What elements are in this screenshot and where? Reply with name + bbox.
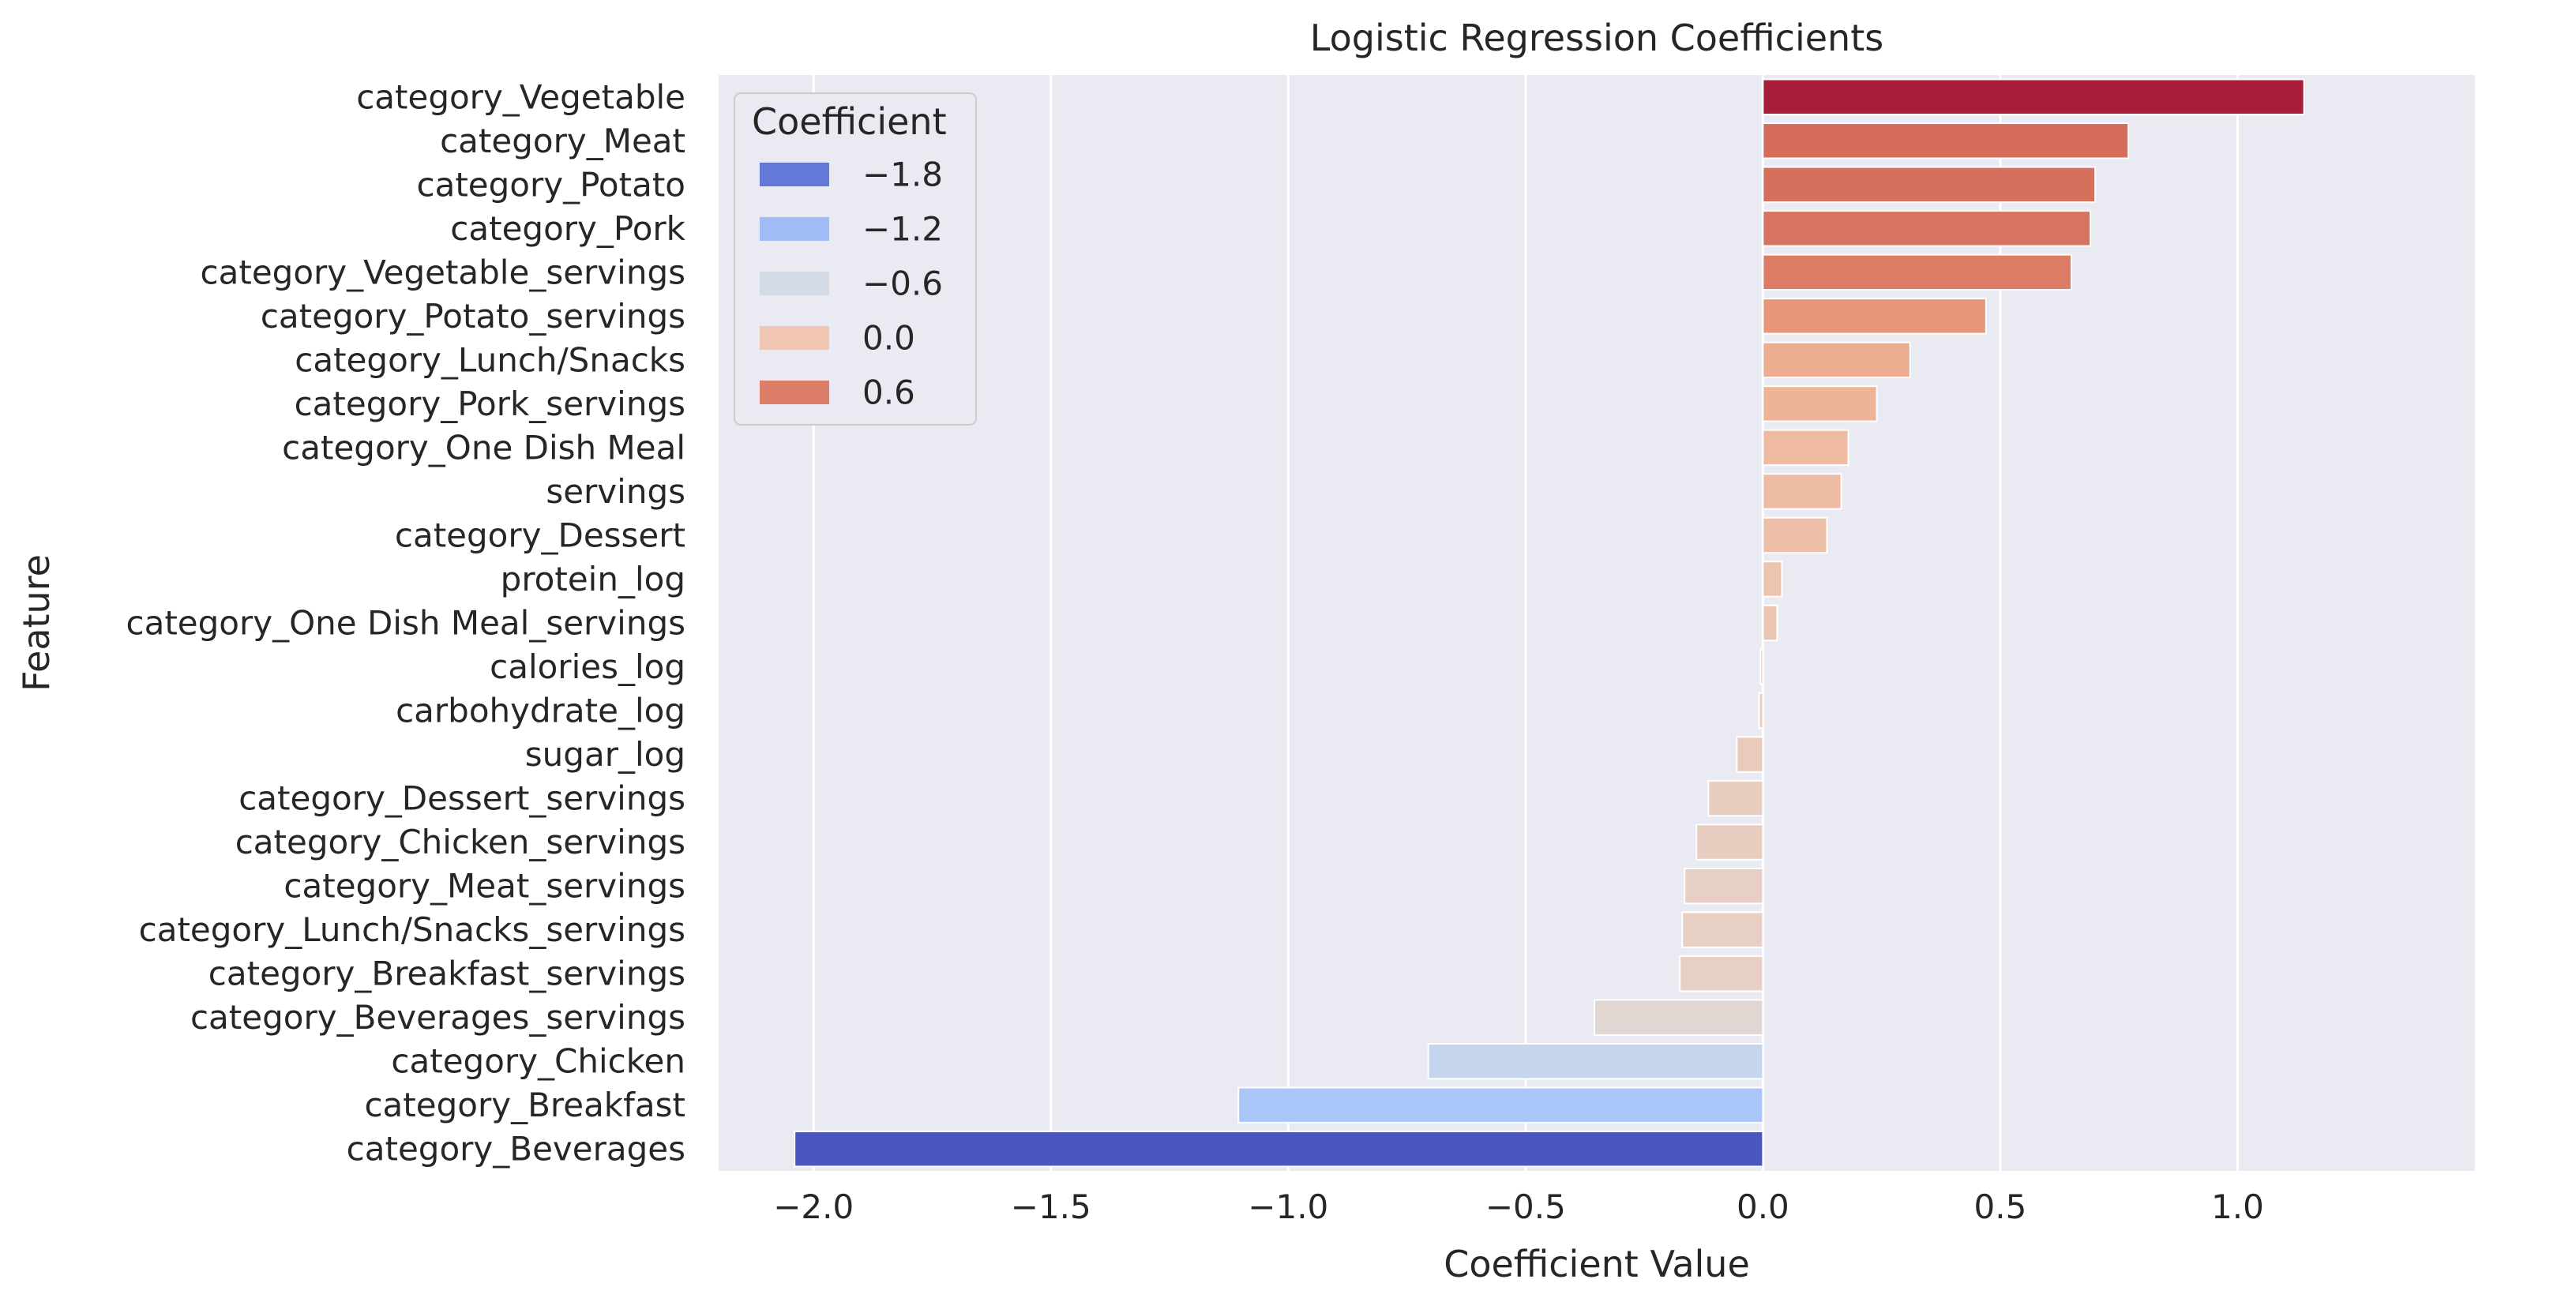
- x-tick-labels: −2.0 −1.5 −1.0 −0.5 0.0 0.5 1.0: [773, 1187, 2264, 1226]
- bar: [1762, 516, 1828, 554]
- bar: [1681, 911, 1764, 948]
- legend-label: −1.8: [862, 156, 943, 194]
- y-tick-label: category_Chicken: [391, 1042, 685, 1081]
- x-tick-label: 0.5: [1974, 1187, 2027, 1226]
- x-tick-label: 1.0: [2211, 1187, 2264, 1226]
- bar: [1695, 823, 1764, 861]
- y-tick-label: category_Pork: [450, 209, 685, 248]
- y-tick-label: category_Meat_servings: [284, 867, 685, 906]
- bar: [1762, 341, 1911, 379]
- legend-swatch: [760, 381, 829, 404]
- legend-label: −1.2: [862, 210, 943, 249]
- y-tick-label: category_Beverages_servings: [190, 998, 685, 1037]
- legend-label: −0.6: [862, 264, 943, 303]
- bar: [1762, 604, 1778, 642]
- bar: [1707, 779, 1764, 817]
- bar: [1762, 210, 2092, 247]
- legend-swatch: [760, 272, 829, 295]
- bar: [1762, 122, 2130, 159]
- bar: [1762, 253, 2073, 291]
- bar: [1679, 955, 1764, 992]
- bar: [1758, 692, 1764, 730]
- legend-title: Coefficient: [752, 100, 947, 143]
- y-tick-label: protein_log: [501, 560, 685, 598]
- bar: [794, 1131, 1764, 1168]
- plot-area: [719, 75, 2475, 1171]
- y-tick-label: category_Dessert_servings: [238, 779, 685, 818]
- bar: [1762, 561, 1783, 598]
- y-tick-label: category_Potato_servings: [261, 297, 685, 336]
- y-tick-label: category_One Dish Meal_servings: [126, 604, 685, 643]
- bar: [1736, 736, 1764, 773]
- x-axis-title: Coefficient Value: [1444, 1243, 1750, 1285]
- x-tick-label: −1.5: [1011, 1187, 1091, 1226]
- y-tick-label: calories_log: [490, 647, 685, 686]
- legend-label: 0.6: [862, 373, 915, 412]
- legend-swatch: [760, 217, 829, 241]
- legend-entries: −1.8 −1.2 −0.6 0.0 0.6: [760, 156, 943, 412]
- y-tick-label: category_Breakfast: [364, 1086, 685, 1124]
- y-tick-label: carbohydrate_log: [396, 692, 685, 730]
- y-tick-label: category_Chicken_servings: [235, 823, 685, 861]
- bar: [1762, 473, 1842, 510]
- y-tick-label: category_Beverages: [347, 1130, 685, 1169]
- y-tick-label: category_Vegetable: [356, 77, 685, 116]
- y-tick-label: category_Meat: [440, 122, 685, 160]
- bar: [1593, 999, 1764, 1036]
- bars: [794, 78, 2305, 1168]
- legend-box: [734, 92, 977, 426]
- bar: [1237, 1086, 1764, 1124]
- bar: [1762, 298, 1987, 335]
- y-tick-labels: category_Vegetable category_Meat category_…: [126, 77, 685, 1168]
- y-tick-label: sugar_log: [525, 735, 685, 774]
- y-tick-label: servings: [546, 472, 685, 511]
- x-tick-label: −1.0: [1248, 1187, 1328, 1226]
- bar: [1427, 1042, 1764, 1080]
- y-tick-label: category_Lunch/Snacks: [295, 340, 685, 379]
- y-axis-title: Feature: [15, 554, 58, 692]
- y-tick-label: category_Pork_servings: [295, 385, 685, 423]
- bar: [1759, 648, 1764, 685]
- y-tick-label: category_One Dish Meal: [282, 428, 685, 467]
- x-tick-label: −0.5: [1485, 1187, 1566, 1226]
- bar: [1762, 429, 1849, 467]
- legend-label: 0.0: [862, 319, 915, 358]
- y-tick-label: category_Potato: [416, 165, 685, 204]
- legend-swatch: [760, 163, 829, 186]
- x-tick-label: 0.0: [1737, 1187, 1789, 1226]
- y-tick-label: category_Lunch/Snacks_servings: [139, 910, 685, 949]
- y-tick-label: category_Vegetable_servings: [201, 253, 685, 291]
- y-tick-label: category_Dessert: [395, 516, 685, 554]
- bar: [1762, 385, 1878, 422]
- y-tick-label: category_Breakfast_servings: [208, 955, 685, 993]
- bar: [1762, 78, 2305, 115]
- bar: [1684, 867, 1764, 905]
- legend: Coefficient −1.8 −1.2 −0.6 0.0 0.6: [734, 92, 977, 426]
- bar: [1762, 166, 2097, 204]
- legend-swatch: [760, 326, 829, 350]
- chart-title: Logistic Regression Coefficients: [1310, 17, 1883, 59]
- x-tick-label: −2.0: [773, 1187, 854, 1226]
